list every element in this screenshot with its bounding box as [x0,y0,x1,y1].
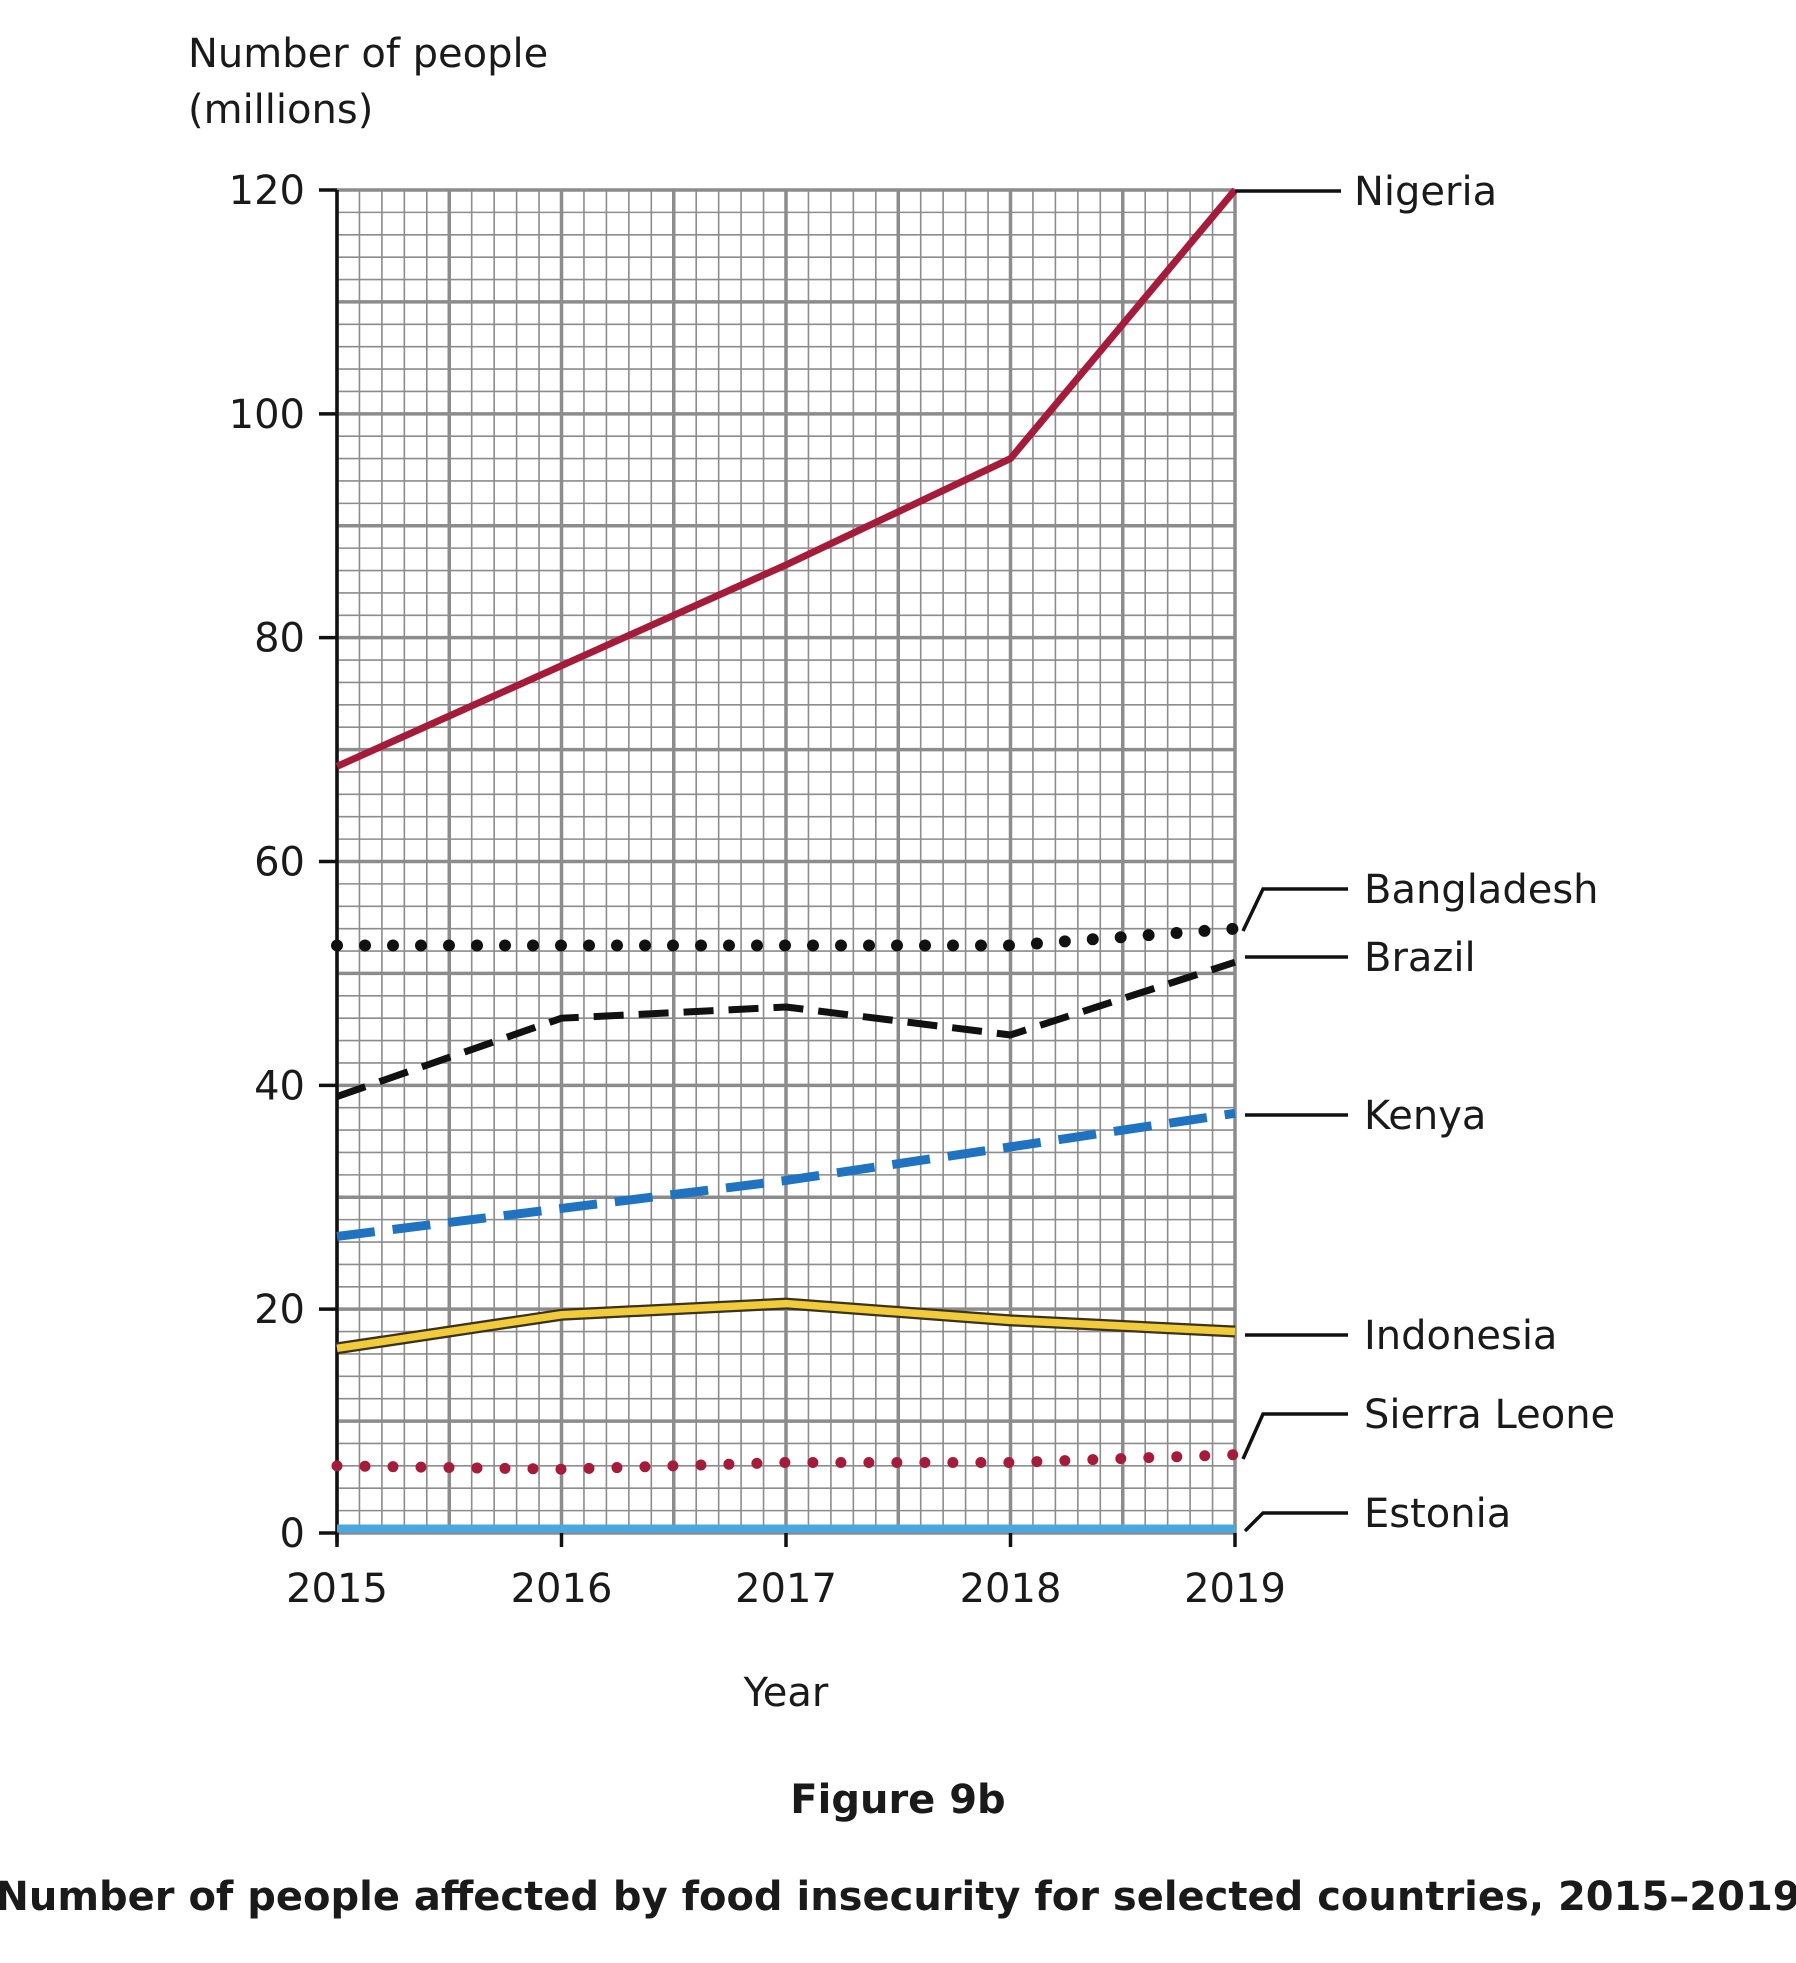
leader-line-bangladesh [1241,887,1348,932]
x-tick-label: 2019 [1184,1566,1286,1612]
y-tick-label: 20 [254,1287,305,1333]
y-tick-label: 80 [254,616,305,662]
series-line-kenya [336,1108,1236,1241]
axes: 0 20 40 60 80 100 120 2015 2016 2017 2018 2019 [229,168,1286,1612]
y-tick-label: 40 [254,1063,305,1109]
y-tick-label: 120 [229,168,305,214]
y-axis-title-line1: Number of people [188,31,548,77]
x-tick-label: 2018 [960,1566,1062,1612]
figure-label: Figure 9b [790,1777,1005,1823]
series-label-bangladesh: Bangladesh [1364,867,1599,913]
series-line-bangladesh [331,922,1241,952]
series-label-estonia: Estonia [1364,1491,1511,1537]
leader-line-sierra-leone [1241,1412,1348,1460]
series-label-kenya: Kenya [1364,1093,1486,1139]
series-line-nigeria [335,187,1238,770]
x-tick-label: 2017 [735,1566,837,1612]
y-axis-title-line2: (millions) [188,87,373,133]
x-axis-title: Year [743,1670,829,1716]
series-line-sierra-leone [331,1449,1241,1475]
x-tick-label: 2016 [511,1566,613,1612]
x-tick-label: 2015 [286,1566,388,1612]
series-label-brazil: Brazil [1364,935,1476,981]
y-tick-label: 0 [280,1511,305,1557]
leader-line-estonia [1243,1511,1348,1533]
y-tick-label: 60 [254,840,305,886]
series-labels: Nigeria Bangladesh Brazil Kenya Indonesia Sie… [1235,169,1615,1537]
chart-title: Number of people affected by food insecu… [0,1874,1796,1920]
series-label-sierra-leone: Sierra Leone [1364,1392,1615,1438]
series-group [331,187,1241,1533]
series-line-brazil [335,958,1237,1100]
series-label-nigeria: Nigeria [1354,169,1497,215]
series-line-indonesia [336,1299,1236,1353]
series-label-indonesia: Indonesia [1364,1313,1557,1359]
y-tick-label: 100 [229,392,305,438]
